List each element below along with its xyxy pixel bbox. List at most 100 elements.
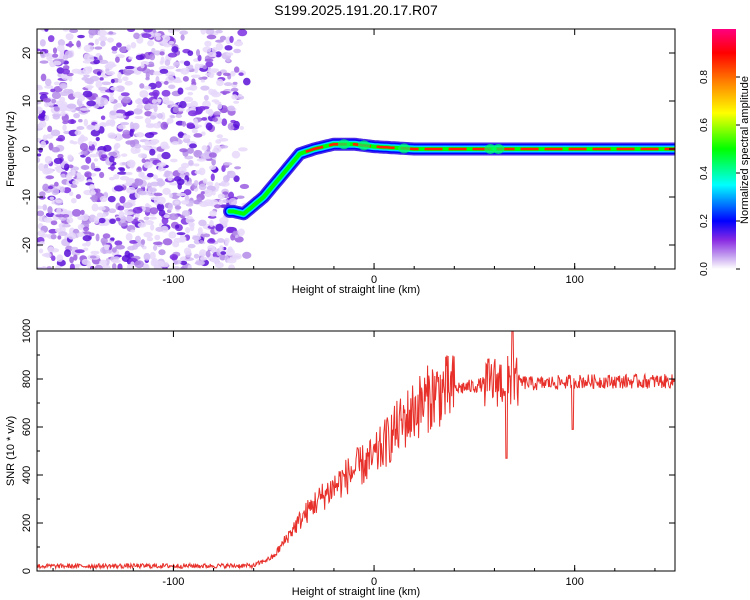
- noise-blob: [37, 101, 42, 105]
- noise-blob: [71, 169, 76, 176]
- noise-blob: [179, 30, 189, 35]
- x-tick-label: 0: [371, 274, 377, 286]
- noise-blob: [113, 256, 120, 260]
- noise-blob: [193, 149, 203, 158]
- noise-blob: [74, 249, 85, 254]
- noise-blob: [83, 226, 90, 232]
- noise-blob: [89, 218, 95, 223]
- noise-blob: [149, 251, 156, 260]
- noise-blob: [83, 74, 90, 78]
- noise-blob: [110, 237, 115, 241]
- noise-blob: [205, 61, 214, 68]
- noise-blob: [55, 265, 62, 269]
- noise-blob: [57, 39, 66, 47]
- noise-blob: [165, 65, 175, 70]
- noise-blob: [203, 233, 211, 238]
- noise-blob: [37, 84, 43, 89]
- noise-blob: [137, 222, 147, 228]
- noise-blob: [134, 115, 144, 120]
- noise-blob: [39, 191, 46, 197]
- x-tick-label: 100: [566, 274, 584, 286]
- noise-blob: [73, 254, 78, 261]
- noise-blob: [56, 254, 64, 262]
- noise-blob: [124, 111, 132, 117]
- noise-blob: [151, 47, 156, 54]
- noise-blob: [180, 34, 185, 41]
- noise-blob: [56, 207, 62, 215]
- noise-blob: [123, 211, 134, 216]
- noise-blob: [79, 134, 85, 142]
- noise-blob: [126, 44, 131, 51]
- noise-blob: [129, 139, 136, 148]
- noise-blob: [149, 53, 156, 61]
- noise-blob: [107, 37, 114, 43]
- noise-blob: [200, 29, 207, 35]
- y-tick-label: 800: [21, 370, 33, 388]
- noise-blob: [143, 231, 153, 238]
- noise-blob: [175, 114, 182, 118]
- noise-blob: [39, 39, 46, 47]
- noise-blob: [215, 43, 224, 51]
- noise-blob: [193, 179, 199, 187]
- x-axis-label: Height of straight line (km): [292, 586, 420, 598]
- noise-blob: [70, 197, 77, 204]
- noise-blob: [88, 29, 98, 36]
- noise-blob: [59, 91, 70, 96]
- noise-blob: [179, 235, 187, 243]
- noise-blob: [243, 77, 251, 86]
- noise-blob: [111, 263, 117, 269]
- noise-blob: [102, 233, 111, 239]
- noise-blob: [119, 46, 127, 53]
- noise-blob: [155, 35, 161, 41]
- noise-blob: [181, 210, 191, 217]
- noise-blob: [93, 59, 100, 65]
- y-tick-label: -10: [21, 189, 33, 205]
- colorbar-label: Normalized spectral amplitude: [739, 76, 750, 224]
- noise-blob: [164, 59, 171, 66]
- noise-blob: [37, 157, 41, 163]
- noise-blob: [179, 148, 188, 153]
- y-tick-label: 1000: [21, 319, 33, 343]
- noise-blob: [157, 166, 164, 172]
- noise-blob: [147, 40, 155, 47]
- noise-blob: [138, 190, 147, 196]
- noise-blob: [227, 170, 236, 179]
- noise-blob: [200, 153, 210, 160]
- noise-blob: [130, 146, 139, 154]
- noise-blob: [141, 158, 146, 164]
- noise-blob: [95, 96, 100, 104]
- noise-blob: [170, 158, 178, 163]
- noise-blob: [159, 51, 165, 56]
- noise-blob: [85, 156, 92, 164]
- noise-blob: [207, 225, 216, 230]
- noise-blob: [111, 247, 117, 253]
- noise-blob: [180, 266, 185, 269]
- noise-blob: [88, 153, 99, 158]
- noise-blob: [83, 118, 89, 127]
- noise-blob: [153, 192, 163, 197]
- noise-blob: [227, 246, 233, 253]
- noise-blob: [143, 29, 153, 33]
- noise-blob: [108, 208, 117, 214]
- noise-blob: [208, 237, 215, 243]
- noise-blob: [214, 204, 222, 209]
- noise-blob: [242, 251, 252, 259]
- noise-blob: [104, 99, 109, 105]
- ridge-bump: [358, 140, 371, 151]
- noise-blob: [108, 95, 115, 103]
- y-tick-label: 10: [21, 95, 33, 107]
- ridge-bump: [337, 139, 350, 150]
- noise-blob: [66, 103, 77, 109]
- noise-blob: [188, 159, 194, 166]
- noise-blob: [200, 85, 210, 91]
- noise-blob: [199, 256, 208, 261]
- noise-blob: [160, 144, 170, 150]
- noise-blob: [216, 238, 225, 243]
- noise-blob: [220, 251, 227, 255]
- noise-blob: [205, 72, 215, 76]
- noise-blob: [198, 183, 207, 191]
- noise-blob: [152, 241, 163, 246]
- noise-blob: [125, 215, 134, 222]
- noise-blob: [44, 156, 53, 164]
